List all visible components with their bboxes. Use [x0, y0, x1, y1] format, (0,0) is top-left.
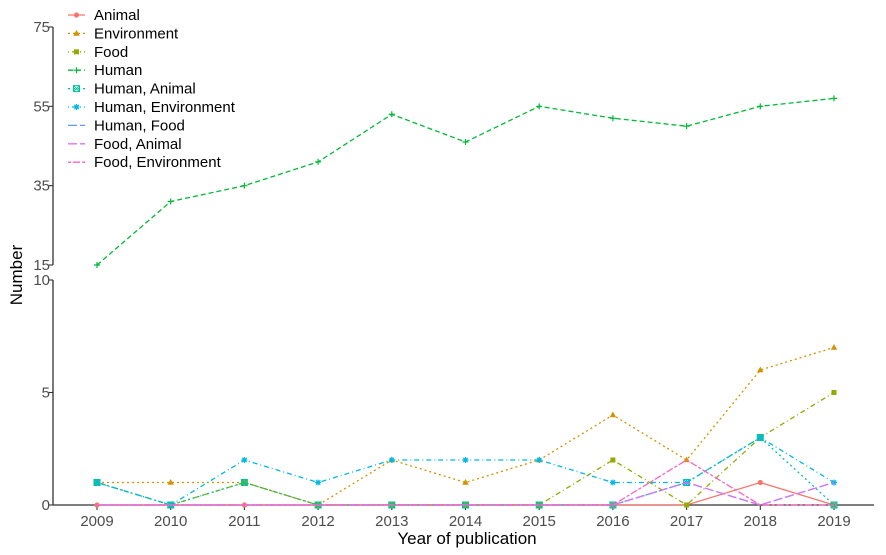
legend-item-environment: Environment	[68, 25, 179, 42]
data-point-human	[241, 182, 248, 189]
x-tick-label: 2018	[744, 513, 777, 530]
data-point-human-environment	[757, 434, 764, 441]
x-tick-label: 2012	[301, 513, 334, 530]
data-point-human	[536, 103, 543, 110]
legend-key-marker	[73, 104, 80, 110]
legend-item-food-animal: Food, Animal	[68, 136, 182, 153]
legend-label: Food, Environment	[94, 154, 222, 171]
series-food-environment	[97, 459, 834, 506]
series-environment	[93, 344, 838, 508]
data-point-animal	[757, 479, 763, 486]
data-point-human-environment	[315, 479, 322, 486]
x-tick-label: 2017	[670, 513, 703, 530]
x-tick-label: 2016	[596, 513, 629, 530]
legend-label: Human, Animal	[94, 81, 196, 98]
data-point-human	[757, 103, 764, 110]
series-layer	[93, 95, 838, 509]
series-human-animal	[93, 434, 838, 509]
x-tick-label: 2014	[449, 513, 482, 530]
legend-label: Environment	[94, 25, 179, 42]
legend-label: Human, Environment	[94, 99, 236, 116]
legend-key-marker	[74, 49, 79, 55]
data-point-human	[388, 111, 395, 118]
series-line-human	[96, 97, 835, 266]
legend-item-food-environment: Food, Environment	[68, 154, 222, 171]
data-point-human	[683, 123, 690, 130]
legend-key-marker	[73, 67, 80, 74]
legend-label: Food	[94, 44, 128, 61]
series-human	[94, 95, 837, 268]
series-line-environment	[97, 346, 835, 506]
data-point-human-environment	[388, 457, 395, 463]
series-line-food-environment	[97, 459, 834, 506]
y-tick-label: 35	[33, 178, 50, 195]
data-point-environment	[462, 479, 469, 485]
legend-item-human-food: Human, Food	[68, 117, 185, 134]
data-point-human	[609, 115, 616, 122]
data-point-food	[831, 390, 837, 395]
data-point-human-animal	[240, 479, 248, 486]
legend-key-marker	[73, 29, 80, 36]
legend-label: Human, Food	[94, 117, 185, 134]
data-point-food	[610, 457, 616, 463]
x-tick-label: 2010	[154, 513, 187, 530]
y-tick-label: 10	[33, 272, 50, 289]
y-tick-label: 0	[42, 497, 50, 514]
legend-key-marker	[73, 85, 80, 93]
legend-label: Animal	[94, 7, 140, 24]
legend-item-animal: Animal	[68, 7, 140, 24]
legend-label: Food, Animal	[94, 136, 182, 153]
data-point-environment	[609, 411, 617, 418]
y-tick-label: 5	[42, 385, 50, 402]
data-point-human	[167, 198, 174, 205]
data-point-environment	[167, 479, 174, 485]
x-tick-label: 2013	[375, 513, 408, 530]
data-point-human	[831, 95, 837, 102]
x-tick-label: 2009	[80, 513, 113, 530]
data-point-human-environment	[94, 479, 100, 486]
y-tick-label: 75	[33, 19, 50, 36]
legend-item-human-environment: Human, Environment	[68, 99, 236, 116]
x-tick-label: 2019	[817, 513, 850, 530]
data-point-environment	[830, 344, 838, 350]
legend-key-marker	[73, 12, 80, 18]
legend-item-human: Human	[68, 62, 142, 79]
y-tick-label: 15	[33, 257, 50, 274]
data-point-human-environment	[241, 457, 248, 463]
y-tick-label: 55	[33, 98, 50, 115]
legend-item-food: Food	[68, 44, 128, 61]
data-point-food	[684, 502, 690, 508]
data-point-human	[315, 158, 322, 165]
data-point-human	[94, 262, 100, 268]
series-food	[94, 390, 837, 508]
x-axis-title: Year of publication	[397, 529, 536, 548]
data-point-environment	[757, 366, 764, 373]
legend-label: Human	[94, 62, 142, 79]
data-point-human-environment	[462, 457, 469, 463]
legend-item-human-animal: Human, Animal	[68, 81, 196, 98]
x-tick-label: 2011	[228, 513, 260, 530]
series-line-food	[96, 391, 835, 506]
data-point-human-environment	[609, 479, 616, 486]
series-line-human-environment	[96, 436, 835, 506]
y-axis-title: Number	[7, 244, 26, 305]
data-point-human	[462, 139, 469, 146]
x-tick-label: 2015	[523, 513, 556, 530]
series-line-human-animal	[96, 436, 835, 506]
data-point-human-environment	[536, 457, 543, 463]
series-human-environment	[94, 434, 837, 508]
